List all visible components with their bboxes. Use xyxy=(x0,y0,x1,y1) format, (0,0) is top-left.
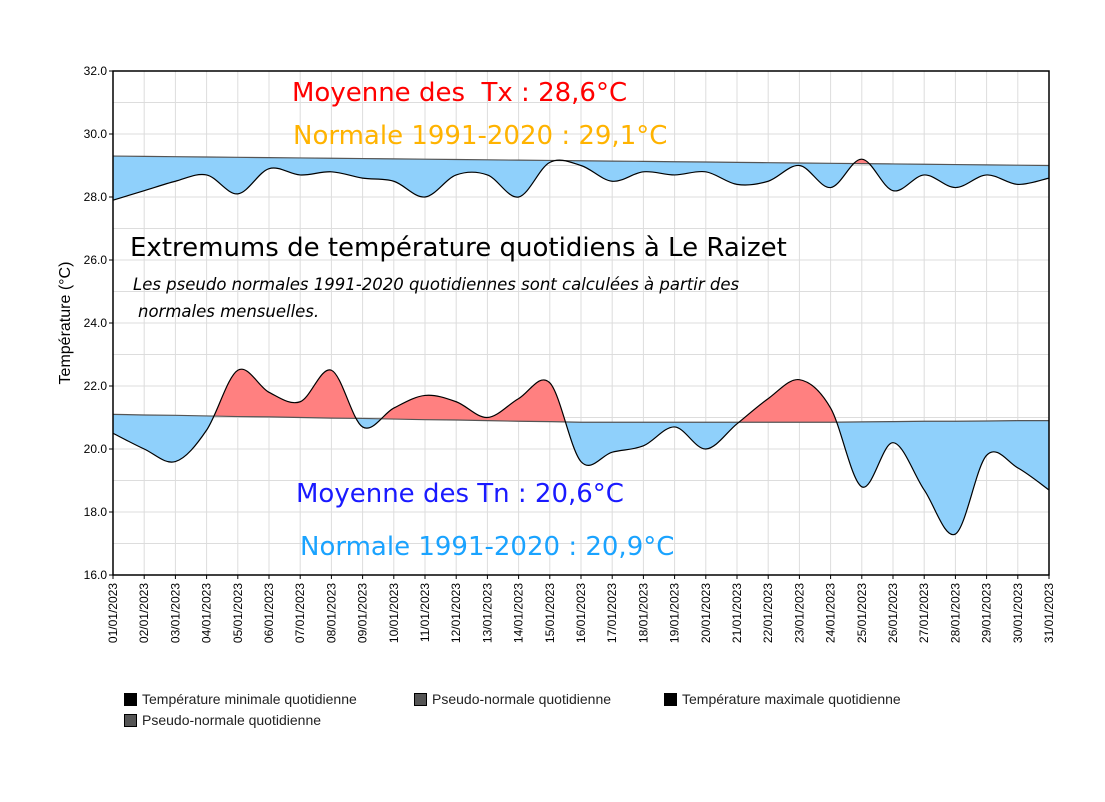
areas xyxy=(113,156,1049,535)
x-tick-label: 11/01/2023 xyxy=(418,583,432,642)
x-tick-label: 12/01/2023 xyxy=(449,583,463,643)
y-axis: 16.0 18.0 20.0 22.0 24.0 26.0 28.0 30.0 32.0 xyxy=(84,64,113,582)
x-tick-label: 30/01/2023 xyxy=(1011,583,1025,643)
y-tick-label: 20.0 xyxy=(84,442,108,456)
x-tick-label: 15/01/2023 xyxy=(543,583,557,643)
legend-label: Température minimale quotidienne xyxy=(142,691,357,707)
x-tick-label: 21/01/2023 xyxy=(730,583,744,643)
legend-item-tn: Température minimale quotidienne xyxy=(124,691,357,707)
x-tick-label: 18/01/2023 xyxy=(636,583,650,643)
tx-normal-line xyxy=(112,155,1050,167)
y-tick-label: 28.0 xyxy=(84,190,108,204)
legend-label: Pseudo-normale quotidienne xyxy=(432,691,612,707)
tn-normal-line xyxy=(112,413,1049,423)
x-tick-label: 04/01/2023 xyxy=(200,583,214,643)
x-tick-label: 25/01/2023 xyxy=(855,583,869,643)
tn-below-normal-area xyxy=(113,414,1049,535)
legend-swatch xyxy=(124,713,137,727)
x-tick-label: 27/01/2023 xyxy=(917,583,931,643)
x-tick-label: 05/01/2023 xyxy=(231,583,245,643)
y-tick-label: 22.0 xyxy=(84,379,108,393)
x-tick-label: 03/01/2023 xyxy=(168,583,182,643)
x-tick-label: 14/01/2023 xyxy=(512,583,526,643)
x-tick-label: 17/01/2023 xyxy=(605,583,619,643)
x-tick-label: 16/01/2023 xyxy=(574,583,588,643)
chart-subtitle-1: Les pseudo normales 1991-2020 quotidienn… xyxy=(133,275,739,294)
x-tick-label: 01/01/2023 xyxy=(106,583,120,643)
x-tick-label: 08/01/2023 xyxy=(324,583,338,643)
tx-mean-annotation: Moyenne des Tx : 28,6°C xyxy=(292,78,627,108)
x-tick-label: 23/01/2023 xyxy=(792,583,806,643)
y-tick-label: 30.0 xyxy=(84,127,108,141)
tn-line xyxy=(112,368,1050,536)
legend-label: Température maximale quotidienne xyxy=(682,691,901,707)
chart-subtitle-2: normales mensuelles. xyxy=(138,302,319,321)
tx-line xyxy=(112,158,1050,201)
legend-label: Pseudo-normale quotidienne xyxy=(142,712,322,728)
tn-mean-annotation: Moyenne des Tn : 20,6°C xyxy=(296,479,624,509)
y-axis-label: Température (°C) xyxy=(57,262,74,385)
legend-item-tn-normal: Pseudo-normale quotidienne xyxy=(414,691,611,707)
x-axis: 01/01/2023 02/01/2023 03/01/2023 04/01/2023… xyxy=(106,575,1056,643)
x-tick-label: 13/01/2023 xyxy=(480,583,494,643)
x-tick-label: 06/01/2023 xyxy=(262,583,276,643)
legend-item-tx: Température maximale quotidienne xyxy=(664,691,901,707)
tx-below-normal-area xyxy=(113,156,1049,201)
x-tick-label: 07/01/2023 xyxy=(293,583,307,643)
x-tick-label: 22/01/2023 xyxy=(761,583,775,643)
x-tick-label: 20/01/2023 xyxy=(699,583,713,643)
lines xyxy=(112,155,1050,536)
y-tick-label: 26.0 xyxy=(84,253,108,267)
y-tick-label: 18.0 xyxy=(84,505,108,519)
legend-swatch xyxy=(664,692,677,706)
tn-above-normal-area xyxy=(113,369,1049,423)
chart-title: Extremums de température quotidiens à Le… xyxy=(130,233,787,263)
x-tick-label: 10/01/2023 xyxy=(387,583,401,643)
x-tick-label: 26/01/2023 xyxy=(886,583,900,643)
x-tick-label: 02/01/2023 xyxy=(137,583,151,643)
x-tick-label: 31/01/2023 xyxy=(1042,583,1056,643)
legend-swatch xyxy=(124,692,137,706)
x-tick-label: 28/01/2023 xyxy=(948,583,962,643)
y-tick-label: 16.0 xyxy=(84,568,108,582)
x-tick-label: 09/01/2023 xyxy=(356,583,370,643)
legend-swatch xyxy=(414,692,427,706)
x-tick-label: 29/01/2023 xyxy=(980,583,994,643)
x-tick-label: 19/01/2023 xyxy=(668,583,682,643)
y-tick-label: 32.0 xyxy=(84,64,108,78)
y-tick-label: 24.0 xyxy=(84,316,108,330)
legend-item-tx-normal: Pseudo-normale quotidienne xyxy=(124,712,321,728)
tx-normal-annotation: Normale 1991-2020 : 29,1°C xyxy=(293,121,667,151)
x-tick-label: 24/01/2023 xyxy=(824,583,838,643)
tn-normal-annotation: Normale 1991-2020 : 20,9°C xyxy=(300,532,674,562)
